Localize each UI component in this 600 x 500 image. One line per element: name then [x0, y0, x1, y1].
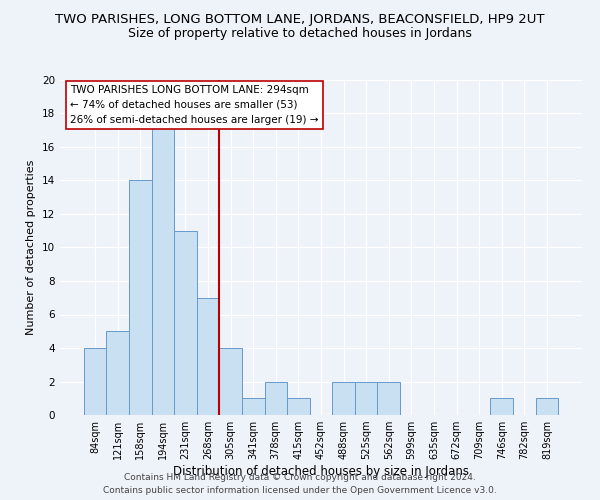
Bar	[490, 398, 513, 415]
Bar	[174, 231, 197, 415]
X-axis label: Distribution of detached houses by size in Jordans: Distribution of detached houses by size …	[173, 465, 469, 478]
Bar	[536, 398, 558, 415]
Bar	[197, 298, 220, 415]
Bar	[106, 331, 129, 415]
Text: Size of property relative to detached houses in Jordans: Size of property relative to detached ho…	[128, 28, 472, 40]
Bar	[355, 382, 377, 415]
Bar	[332, 382, 355, 415]
Bar	[377, 382, 400, 415]
Text: TWO PARISHES LONG BOTTOM LANE: 294sqm
← 74% of detached houses are smaller (53)
: TWO PARISHES LONG BOTTOM LANE: 294sqm ← …	[70, 85, 319, 124]
Bar	[84, 348, 106, 415]
Bar	[129, 180, 152, 415]
Bar	[265, 382, 287, 415]
Y-axis label: Number of detached properties: Number of detached properties	[26, 160, 37, 335]
Text: Contains HM Land Registry data © Crown copyright and database right 2024.
Contai: Contains HM Land Registry data © Crown c…	[103, 474, 497, 495]
Bar	[220, 348, 242, 415]
Text: TWO PARISHES, LONG BOTTOM LANE, JORDANS, BEACONSFIELD, HP9 2UT: TWO PARISHES, LONG BOTTOM LANE, JORDANS,…	[55, 12, 545, 26]
Bar	[242, 398, 265, 415]
Bar	[152, 96, 174, 415]
Bar	[287, 398, 310, 415]
